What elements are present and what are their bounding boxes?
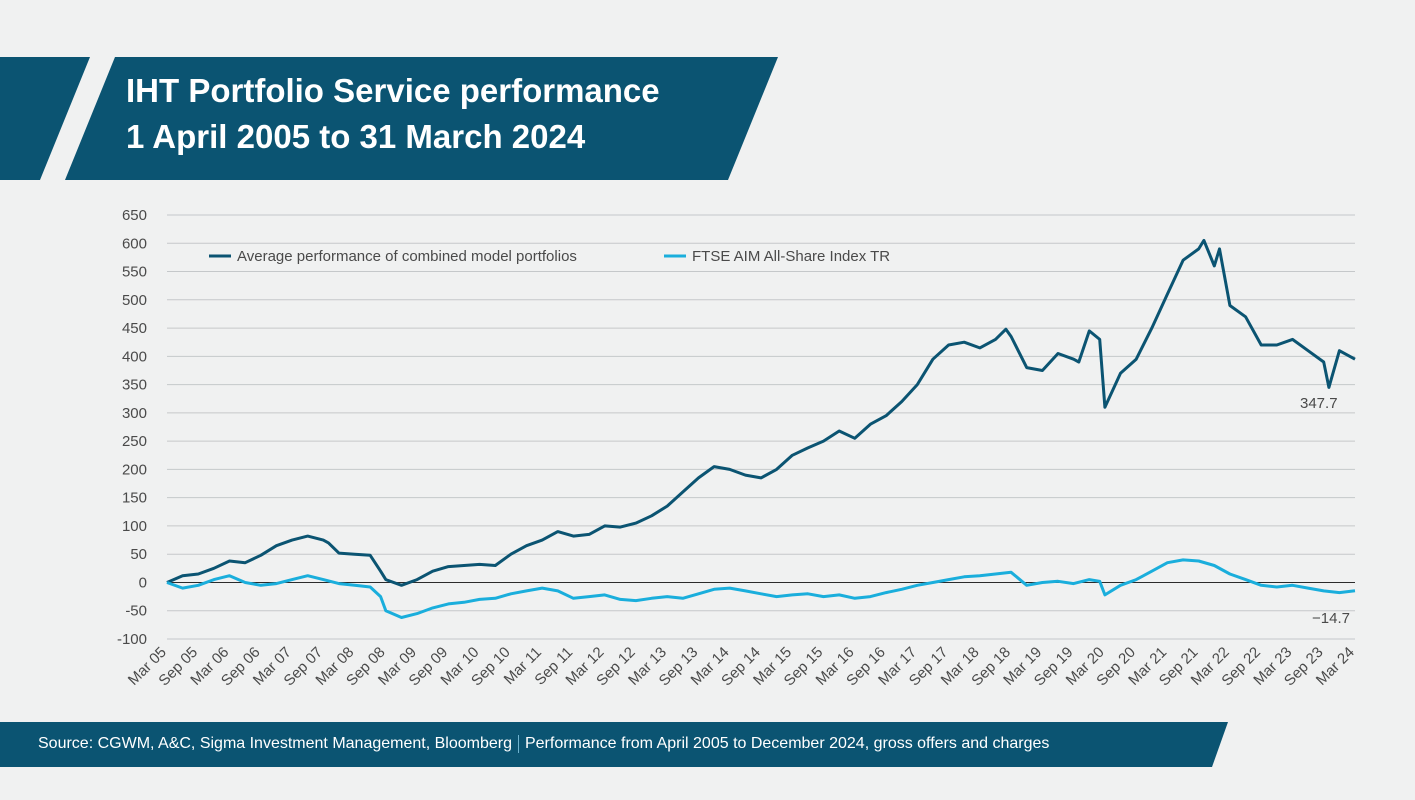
y-tick-label: 200: [122, 461, 147, 478]
legend-label-portfolio: Average performance of combined model po…: [237, 248, 577, 265]
footer-source: Source: CGWM, A&C, Sigma Investment Mana…: [38, 735, 512, 753]
footer-separator: [517, 735, 519, 753]
footer-banner: [0, 722, 1228, 767]
y-tick-label: 500: [122, 292, 147, 309]
y-tick-label: 650: [122, 207, 147, 224]
y-tick-label: 300: [122, 405, 147, 422]
legend-label-index: FTSE AIM All-Share Index TR: [692, 248, 890, 265]
y-axis: -100 -50 0 50 100 150 200 250 300 350 400 450 500 550…: [117, 207, 147, 648]
y-tick-label: 150: [122, 490, 147, 507]
series-line-index: [166, 558, 1356, 619]
y-tick-label: 350: [122, 377, 147, 394]
footer-note: Performance from April 2005 to December …: [524, 735, 1050, 753]
y-tick-label: 600: [122, 235, 147, 252]
y-tick-label: -50: [125, 603, 147, 620]
title-banner: [0, 57, 778, 180]
y-tick-label: 0: [139, 574, 147, 591]
y-tick-label: 400: [122, 348, 147, 365]
end-labels: 347.7 −14.7: [1300, 395, 1350, 627]
y-tick-label: 50: [130, 546, 147, 563]
footer-text: Source: CGWM, A&C, Sigma Investment Mana…: [38, 735, 1049, 753]
y-tick-label: 550: [122, 264, 147, 281]
grid-lines: [167, 214, 1355, 640]
y-tick-label: 250: [122, 433, 147, 450]
footer-background: [0, 722, 1228, 767]
y-tick-label: -100: [117, 631, 147, 648]
line-chart: -100 -50 0 50 100 150 200 250 300 350 400 450 500 550…: [117, 207, 1358, 690]
legend: Average performance of combined model po…: [209, 248, 890, 265]
end-label-index: −14.7: [1312, 610, 1350, 627]
banner-stripe: [0, 57, 90, 180]
chart-title-line-1: IHT Portfolio Service performance: [126, 72, 660, 109]
chart-title-line-2: 1 April 2005 to 31 March 2024: [126, 118, 586, 155]
series-lines: [166, 238, 1356, 619]
y-tick-label: 450: [122, 320, 147, 337]
y-tick-label: 100: [122, 518, 147, 535]
end-label-portfolio: 347.7: [1300, 395, 1338, 412]
series-line-portfolio: [166, 238, 1356, 587]
banner-main: [65, 57, 778, 180]
